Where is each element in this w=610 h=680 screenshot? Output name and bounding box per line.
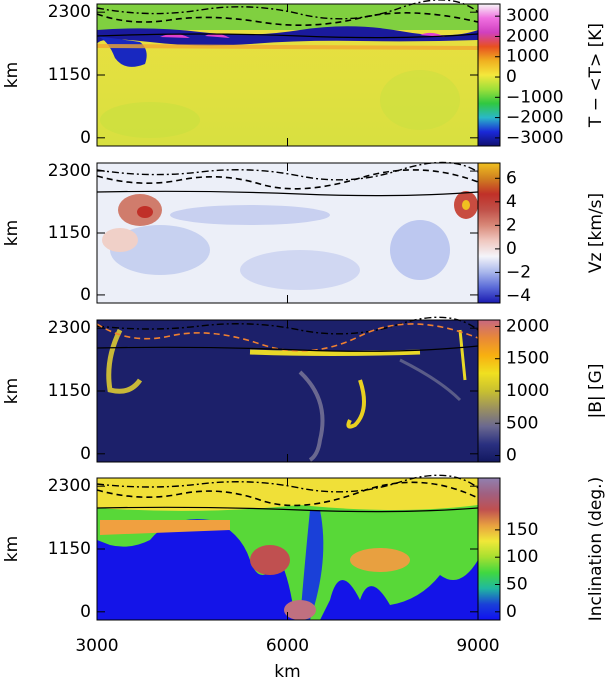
colorbar-tick-label: 1000 [506, 47, 549, 67]
colorbar-tick-label: 500 [506, 413, 538, 433]
x-axis-label: km [274, 662, 300, 680]
colorbar-tick-label: 100 [506, 547, 538, 567]
x-tick-label: 3000 [75, 636, 118, 656]
colorbar [477, 477, 501, 621]
colorbar [477, 162, 501, 304]
colorbar [477, 3, 501, 147]
y-tick-label: 0 [80, 128, 91, 148]
colorbar-label: |B| [G] [586, 364, 606, 419]
heatmap-field [97, 4, 478, 146]
y-tick-label: 2300 [48, 476, 91, 496]
colorbar-tick-label: 2000 [506, 26, 549, 46]
colorbar-tick-label: 1000 [506, 381, 549, 401]
contour [96, 345, 479, 352]
colorbar-tick-label: 0 [506, 67, 517, 87]
y-tick-label: 2300 [48, 161, 91, 181]
heatmap-field [97, 478, 478, 620]
y-axis-label: km [2, 536, 22, 562]
colorbar-tick-label: −2 [506, 262, 531, 282]
contour [96, 190, 479, 197]
y-axis-label: km [2, 220, 22, 246]
contour [96, 33, 479, 39]
contour [96, 0, 479, 20]
heatmap-field [97, 320, 478, 462]
colorbar-tick-label: 0 [506, 602, 517, 622]
colorbar-tick-label: 0 [506, 239, 517, 259]
x-tick-label: 9000 [456, 636, 499, 656]
y-tick-label: 1150 [48, 223, 91, 243]
colorbar-tick-label: 2 [506, 215, 517, 235]
y-tick-label: 1150 [48, 539, 91, 559]
y-tick-label: 1150 [48, 381, 91, 401]
y-tick-label: 1150 [48, 65, 91, 85]
colorbar-tick-label: −2000 [506, 108, 564, 128]
colorbar-label: T − <T> [K] [586, 23, 606, 128]
contour [96, 169, 479, 190]
y-tick-label: 0 [80, 285, 91, 305]
contour [96, 506, 479, 513]
y-tick-label: 2300 [48, 2, 91, 22]
contour [96, 161, 479, 181]
heatmap-field [97, 163, 478, 303]
y-axis-label: km [2, 378, 22, 404]
contour [96, 481, 479, 507]
colorbar-tick-label: −4 [506, 286, 531, 306]
colorbar-tick-label: 50 [506, 575, 528, 595]
y-tick-label: 2300 [48, 318, 91, 338]
contour [96, 12, 479, 26]
colorbar-label: Inclination (deg.) [586, 477, 606, 621]
contour [96, 323, 479, 352]
colorbar-tick-label: 6 [506, 168, 517, 188]
colorbar-tick-label: 2000 [506, 316, 549, 336]
colorbar-tick-label: 3000 [506, 6, 549, 26]
y-tick-label: 0 [80, 444, 91, 464]
y-tick-label: 0 [80, 602, 91, 622]
colorbar-tick-label: 1500 [506, 349, 549, 369]
y-axis-label: km [2, 62, 22, 88]
colorbar-tick-label: 0 [506, 446, 517, 466]
colorbar-tick-label: 4 [506, 192, 517, 212]
colorbar-tick-label: 150 [506, 520, 538, 540]
x-tick-label: 6000 [266, 636, 309, 656]
colorbar-label: Vz [km/s] [586, 193, 606, 273]
colorbar-tick-label: −3000 [506, 128, 564, 148]
colorbar-tick-label: −1000 [506, 87, 564, 107]
contour [96, 474, 479, 493]
contour [96, 316, 479, 335]
